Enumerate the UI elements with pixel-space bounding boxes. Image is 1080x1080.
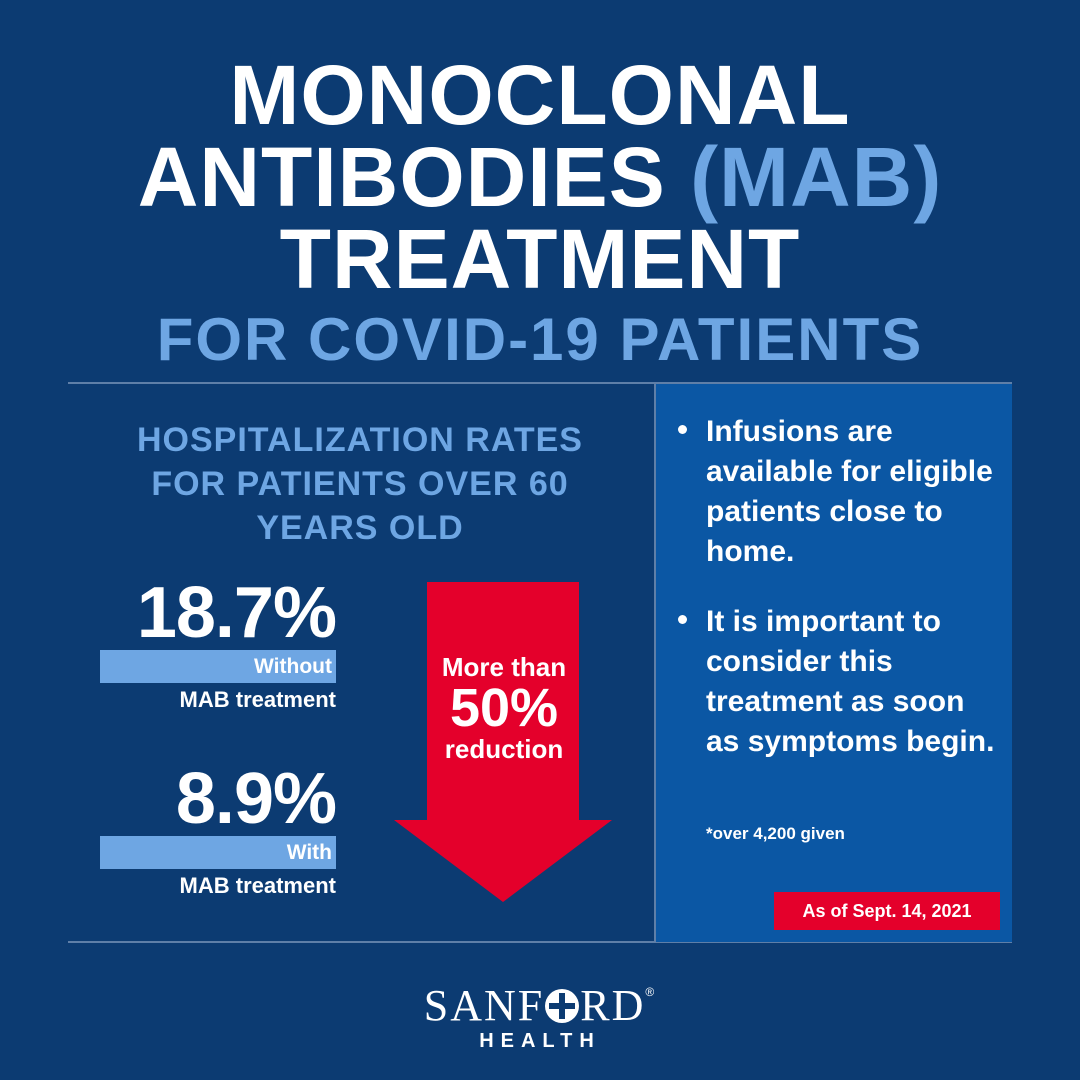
down-arrow-icon <box>394 582 612 902</box>
stat-with-caption: MAB treatment <box>179 873 336 898</box>
stat-without-value: 18.7% <box>136 573 337 653</box>
date-badge: As of Sept. 14, 2021 <box>774 892 1000 930</box>
title-line-2-main: ANTIBODIES <box>137 130 666 224</box>
bullet-dot-icon <box>678 425 687 434</box>
divider-vertical <box>654 382 656 943</box>
cross-icon <box>545 989 580 1023</box>
logo-wordmark-right: RD <box>580 981 646 1030</box>
bullet-dot-icon <box>678 615 687 624</box>
sanford-health-logo: SANF RD® HEALTH <box>0 968 1080 1053</box>
stat-with-treatment: 8.9% With MAB treatment <box>100 759 337 903</box>
divider-bottom <box>68 941 1012 943</box>
stat-without-treatment: 18.7% Without MAB treatment <box>100 573 337 717</box>
info-bullet-2-text: It is important to consider this treatme… <box>706 605 995 758</box>
arrow-label: More than 50% reduction <box>426 652 582 764</box>
footnote: *over 4,200 given <box>706 824 845 843</box>
stats-heading: HOSPITALIZATION RATES FOR PATIENTS OVER … <box>137 421 583 547</box>
title-line-2: ANTIBODIES (MAB) <box>0 135 1080 219</box>
registered-mark: ® <box>645 985 657 999</box>
title-line-3: TREATMENT <box>279 212 801 306</box>
title-line-1: MONOCLONAL <box>229 48 851 142</box>
stat-with-bar: With <box>100 836 336 869</box>
arrow-label-line3: reduction <box>444 734 564 764</box>
arrow-label-line1: More than <box>441 652 567 682</box>
title-subtitle: FOR COVID-19 PATIENTS <box>156 306 924 373</box>
stat-without-caption: MAB treatment <box>179 687 336 712</box>
info-bullet-2: It is important to consider this treatme… <box>676 602 996 762</box>
info-panel <box>656 384 1012 942</box>
info-bullet-1-text: Infusions are available for eligible pat… <box>706 415 993 568</box>
main-title: MONOCLONAL ANTIBODIES (MAB) TREATMENT FO… <box>0 48 1080 376</box>
info-bullet-1: Infusions are available for eligible pat… <box>676 412 996 572</box>
logo-subtext: HEALTH <box>479 1030 601 1052</box>
stat-with-value: 8.9% <box>175 759 337 839</box>
title-line-2-accent: (MAB) <box>690 130 943 224</box>
info-bullets: Infusions are available for eligible pat… <box>676 412 996 792</box>
logo-wordmark: SANF RD® <box>0 968 1080 1030</box>
arrow-label-percent: 50% <box>449 678 559 738</box>
stat-without-bar: Without <box>100 650 336 683</box>
divider-top <box>68 382 1012 384</box>
logo-wordmark-left: SANF <box>423 981 545 1030</box>
